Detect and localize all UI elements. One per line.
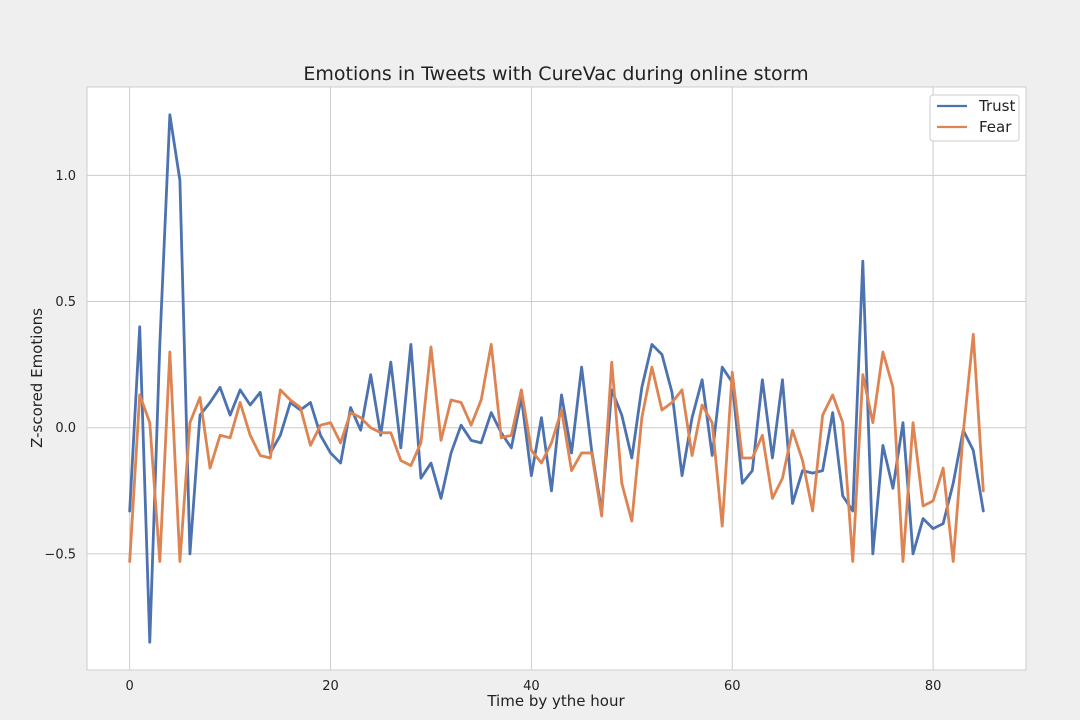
y-tick-label: 0.0: [55, 421, 76, 436]
tick-labels: 0 20 40 60 80 −0.5 0.0 0.5 1.0: [44, 169, 941, 694]
chart-title: Emotions in Tweets with CureVac during o…: [303, 63, 808, 85]
plot-area: [86, 86, 1027, 671]
legend-label-trust: Trust: [978, 97, 1015, 115]
x-tick-label: 80: [925, 679, 942, 694]
y-tick-label: 0.5: [55, 295, 76, 310]
x-tick-label: 60: [724, 679, 741, 694]
series-line-fear: [128, 332, 985, 563]
y-tick-label: 1.0: [55, 169, 76, 184]
x-tick-label: 20: [322, 679, 339, 694]
series-lines: [128, 113, 985, 644]
y-axis-label: Z-scored Emotions: [28, 308, 46, 448]
x-tick-label: 0: [126, 679, 134, 694]
legend-label-fear: Fear: [979, 118, 1012, 136]
x-axis-label: Time by ythe hour: [486, 692, 625, 710]
y-tick-label: −0.5: [44, 547, 76, 562]
x-tick-label: 40: [523, 679, 540, 694]
legend: Trust Fear: [929, 94, 1020, 142]
